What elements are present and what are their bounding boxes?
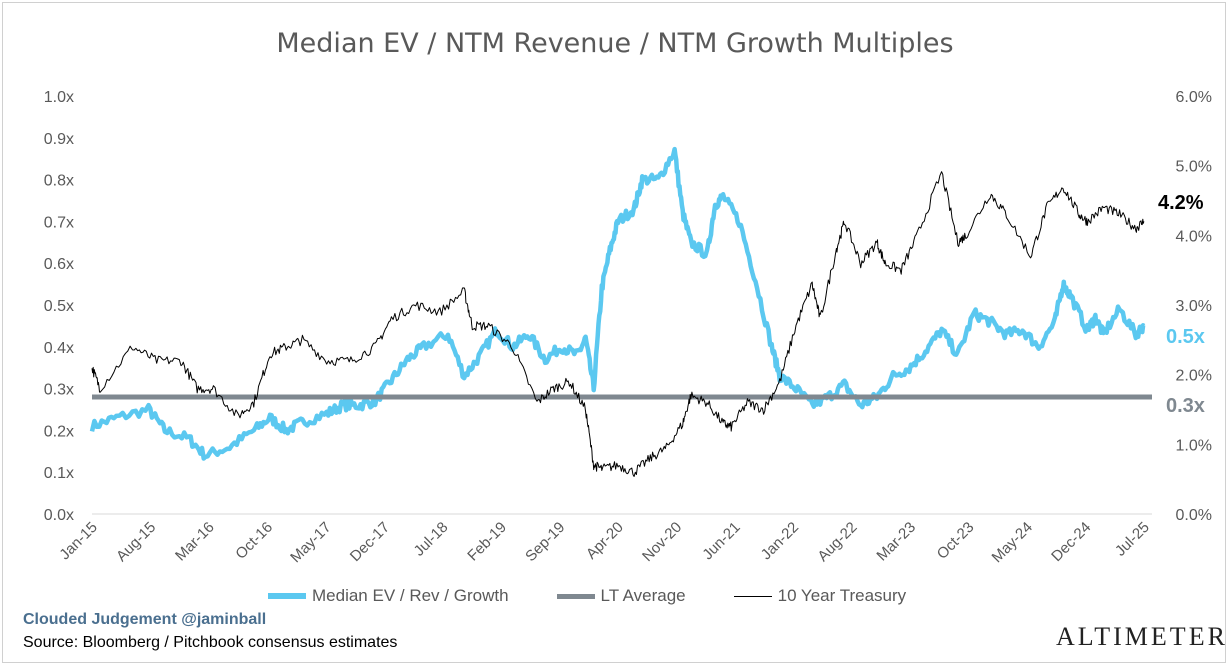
left-tick-label: 1.0x: [44, 89, 74, 106]
legend-item-median: Median EV / Rev / Growth: [268, 586, 509, 606]
x-tick-label: Nov-20: [639, 519, 685, 565]
legend-item-treasury: 10 Year Treasury: [733, 586, 907, 606]
x-axis-ticks: Jan-15 Aug-15 Mar-16 Oct-16 May-17 Dec-17 Jul-…: [56, 519, 1152, 566]
left-tick-label: 0.3x: [44, 382, 74, 399]
source-text: Source: Bloomberg / Pitchbook consensus …: [23, 634, 398, 651]
right-axis-ticks: 0.0% 1.0% 2.0% 3.0% 4.0% 5.0% 6.0%: [1176, 89, 1212, 524]
legend-swatch-median: [268, 593, 306, 599]
altimeter-logo: ALTIMETER: [1056, 622, 1228, 651]
series-line-median: [89, 146, 1146, 461]
x-tick-label: Oct-23: [934, 519, 978, 563]
x-tick-label: Aug-22: [814, 519, 860, 565]
x-tick-label: Feb-19: [464, 519, 510, 565]
x-tick-label: Dec-24: [1048, 519, 1094, 565]
x-tick-label: May-24: [989, 519, 1036, 566]
left-tick-label: 0.1x: [44, 465, 74, 482]
left-tick-label: 0.9x: [44, 131, 74, 148]
legend: Median EV / Rev / Growth LT Average 10 Y…: [268, 584, 954, 608]
x-tick-label: Jan-15: [56, 519, 100, 563]
left-tick-label: 0.5x: [44, 298, 74, 315]
credit-text: Clouded Judgement @jaminball: [23, 611, 267, 628]
legend-label-treasury: 10 Year Treasury: [777, 586, 907, 605]
x-tick-label: Sep-19: [522, 519, 568, 565]
left-tick-label: 0.4x: [44, 340, 74, 357]
x-tick-label: Aug-15: [113, 519, 159, 565]
x-tick-label: May-17: [287, 519, 334, 566]
left-tick-label: 0.8x: [44, 173, 74, 190]
left-tick-label: 0.6x: [44, 256, 74, 273]
x-tick-label: Jun-21: [699, 519, 743, 563]
left-tick-label: 0.2x: [44, 423, 74, 440]
series-line-treasury: [91, 171, 1145, 477]
x-tick-label: Jul-25: [1112, 519, 1153, 560]
right-tick-label: 5.0%: [1176, 159, 1212, 176]
left-axis-ticks: 0.0x 0.1x 0.2x 0.3x 0.4x 0.5x 0.6x 0.7x 0.8x 0.9x…: [44, 89, 74, 524]
legend-label-average: LT Average: [600, 586, 686, 605]
x-tick-label: Oct-16: [232, 519, 276, 563]
right-tick-label: 1.0%: [1176, 437, 1212, 454]
average-label: 0.3x: [1166, 395, 1205, 417]
right-tick-label: 6.0%: [1176, 89, 1212, 106]
legend-label-median: Median EV / Rev / Growth: [312, 586, 509, 605]
legend-swatch-average: [556, 593, 595, 599]
x-tick-label: Dec-17: [347, 519, 393, 565]
right-tick-label: 3.0%: [1176, 298, 1212, 315]
left-tick-label: 0.7x: [44, 214, 74, 231]
series-group: [89, 146, 1152, 477]
median-last-label: 0.5x: [1166, 326, 1205, 348]
x-tick-label: Mar-23: [873, 519, 919, 565]
left-tick-label: 0.0x: [44, 507, 74, 524]
right-tick-label: 0.0%: [1176, 507, 1212, 524]
legend-item-average: LT Average: [556, 586, 686, 606]
chart-title: Median EV / NTM Revenue / NTM Growth Mul…: [276, 28, 954, 59]
x-tick-label: Apr-20: [583, 519, 627, 563]
treasury-last-label: 4.2%: [1158, 192, 1204, 214]
x-tick-label: Jul-18: [411, 519, 452, 560]
x-tick-label: Mar-16: [172, 519, 218, 565]
right-tick-label: 2.0%: [1176, 368, 1212, 385]
right-tick-label: 4.0%: [1176, 228, 1212, 245]
x-tick-label: Jan-22: [758, 519, 802, 563]
legend-swatch-treasury: [733, 595, 772, 597]
